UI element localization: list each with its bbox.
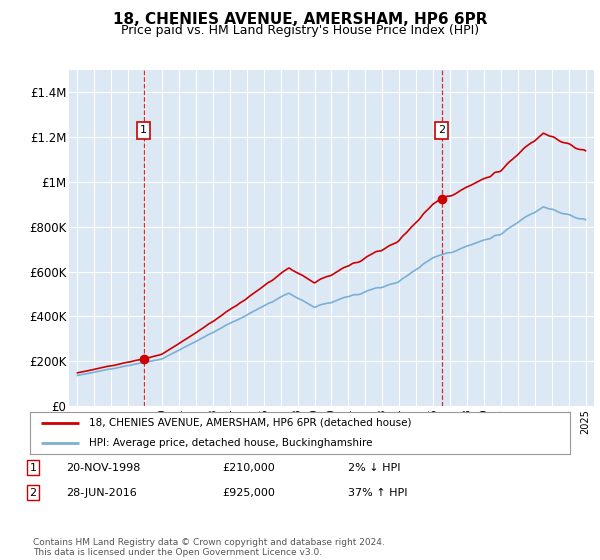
Text: £925,000: £925,000 [222, 488, 275, 498]
Text: £210,000: £210,000 [222, 463, 275, 473]
Text: 2% ↓ HPI: 2% ↓ HPI [348, 463, 401, 473]
Text: 20-NOV-1998: 20-NOV-1998 [66, 463, 140, 473]
Text: 1: 1 [140, 125, 147, 136]
Text: 37% ↑ HPI: 37% ↑ HPI [348, 488, 407, 498]
Text: HPI: Average price, detached house, Buckinghamshire: HPI: Average price, detached house, Buck… [89, 438, 373, 448]
Text: 2: 2 [438, 125, 445, 136]
Text: 1: 1 [29, 463, 37, 473]
Text: 18, CHENIES AVENUE, AMERSHAM, HP6 6PR: 18, CHENIES AVENUE, AMERSHAM, HP6 6PR [113, 12, 487, 27]
Text: Price paid vs. HM Land Registry's House Price Index (HPI): Price paid vs. HM Land Registry's House … [121, 24, 479, 36]
Text: 2: 2 [29, 488, 37, 498]
Text: Contains HM Land Registry data © Crown copyright and database right 2024.
This d: Contains HM Land Registry data © Crown c… [33, 538, 385, 557]
Text: 28-JUN-2016: 28-JUN-2016 [66, 488, 137, 498]
Text: 18, CHENIES AVENUE, AMERSHAM, HP6 6PR (detached house): 18, CHENIES AVENUE, AMERSHAM, HP6 6PR (d… [89, 418, 412, 428]
